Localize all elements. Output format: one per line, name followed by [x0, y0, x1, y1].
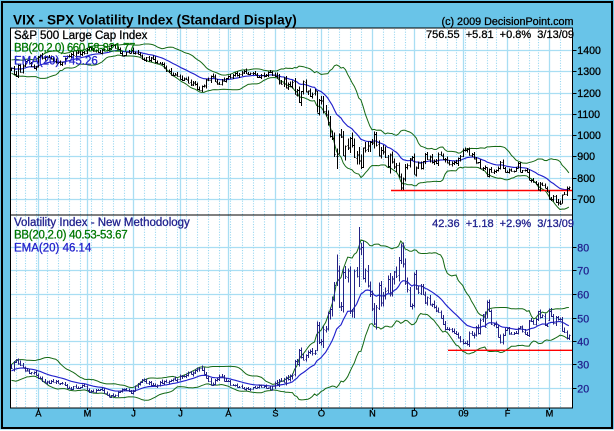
svg-text:42.36 +1.18 +2.9% 3/13/09: 42.36 +1.18 +2.9% 3/13/09 — [432, 218, 574, 230]
svg-text:EMA(20) 745.26: EMA(20) 745.26 — [14, 55, 98, 67]
svg-text:Volatility Index - New Methodo: Volatility Index - New Methodology — [14, 217, 190, 229]
svg-text:S: S — [272, 409, 278, 419]
svg-text:700: 700 — [577, 194, 595, 206]
svg-text:A: A — [225, 409, 232, 419]
svg-text:F: F — [505, 409, 511, 419]
svg-text:(c) 2009 DecisionPoint.com: (c) 2009 DecisionPoint.com — [441, 16, 573, 28]
svg-text:1200: 1200 — [577, 88, 601, 100]
svg-text:1300: 1300 — [577, 66, 601, 78]
svg-text:BB(20,2.0) 660.58-821.77: BB(20,2.0) 660.58-821.77 — [14, 43, 135, 55]
svg-text:J: J — [131, 409, 136, 419]
svg-text:1100: 1100 — [577, 109, 600, 121]
svg-text:J: J — [178, 409, 183, 419]
svg-text:80: 80 — [577, 243, 589, 255]
svg-text:A: A — [35, 409, 42, 419]
svg-text:1400: 1400 — [577, 45, 601, 57]
svg-text:60: 60 — [577, 290, 589, 302]
svg-text:VIX - SPX Volatility Index (St: VIX - SPX Volatility Index (Standard Dis… — [13, 13, 297, 28]
svg-text:BB(20,2.0) 40.53-53.67: BB(20,2.0) 40.53-53.67 — [14, 230, 127, 242]
svg-text:09: 09 — [458, 409, 468, 419]
svg-text:70: 70 — [577, 266, 589, 278]
svg-text:900: 900 — [577, 151, 595, 163]
svg-text:40: 40 — [577, 337, 589, 349]
svg-text:M: M — [546, 409, 554, 419]
svg-text:1000: 1000 — [577, 130, 601, 142]
svg-text:20: 20 — [577, 384, 589, 396]
svg-text:S&P 500 Large Cap Index: S&P 500 Large Cap Index — [14, 30, 148, 42]
svg-text:O: O — [318, 409, 325, 419]
svg-text:EMA(20) 46.14: EMA(20) 46.14 — [14, 242, 92, 254]
svg-text:N: N — [369, 409, 376, 419]
svg-text:800: 800 — [577, 173, 595, 185]
svg-text:50: 50 — [577, 314, 589, 326]
svg-text:30: 30 — [577, 360, 589, 372]
svg-text:756.55 +5.81 +0.8% 3/13/09: 756.55 +5.81 +0.8% 3/13/09 — [426, 29, 574, 41]
svg-text:M: M — [84, 409, 92, 419]
svg-text:D: D — [411, 409, 418, 419]
